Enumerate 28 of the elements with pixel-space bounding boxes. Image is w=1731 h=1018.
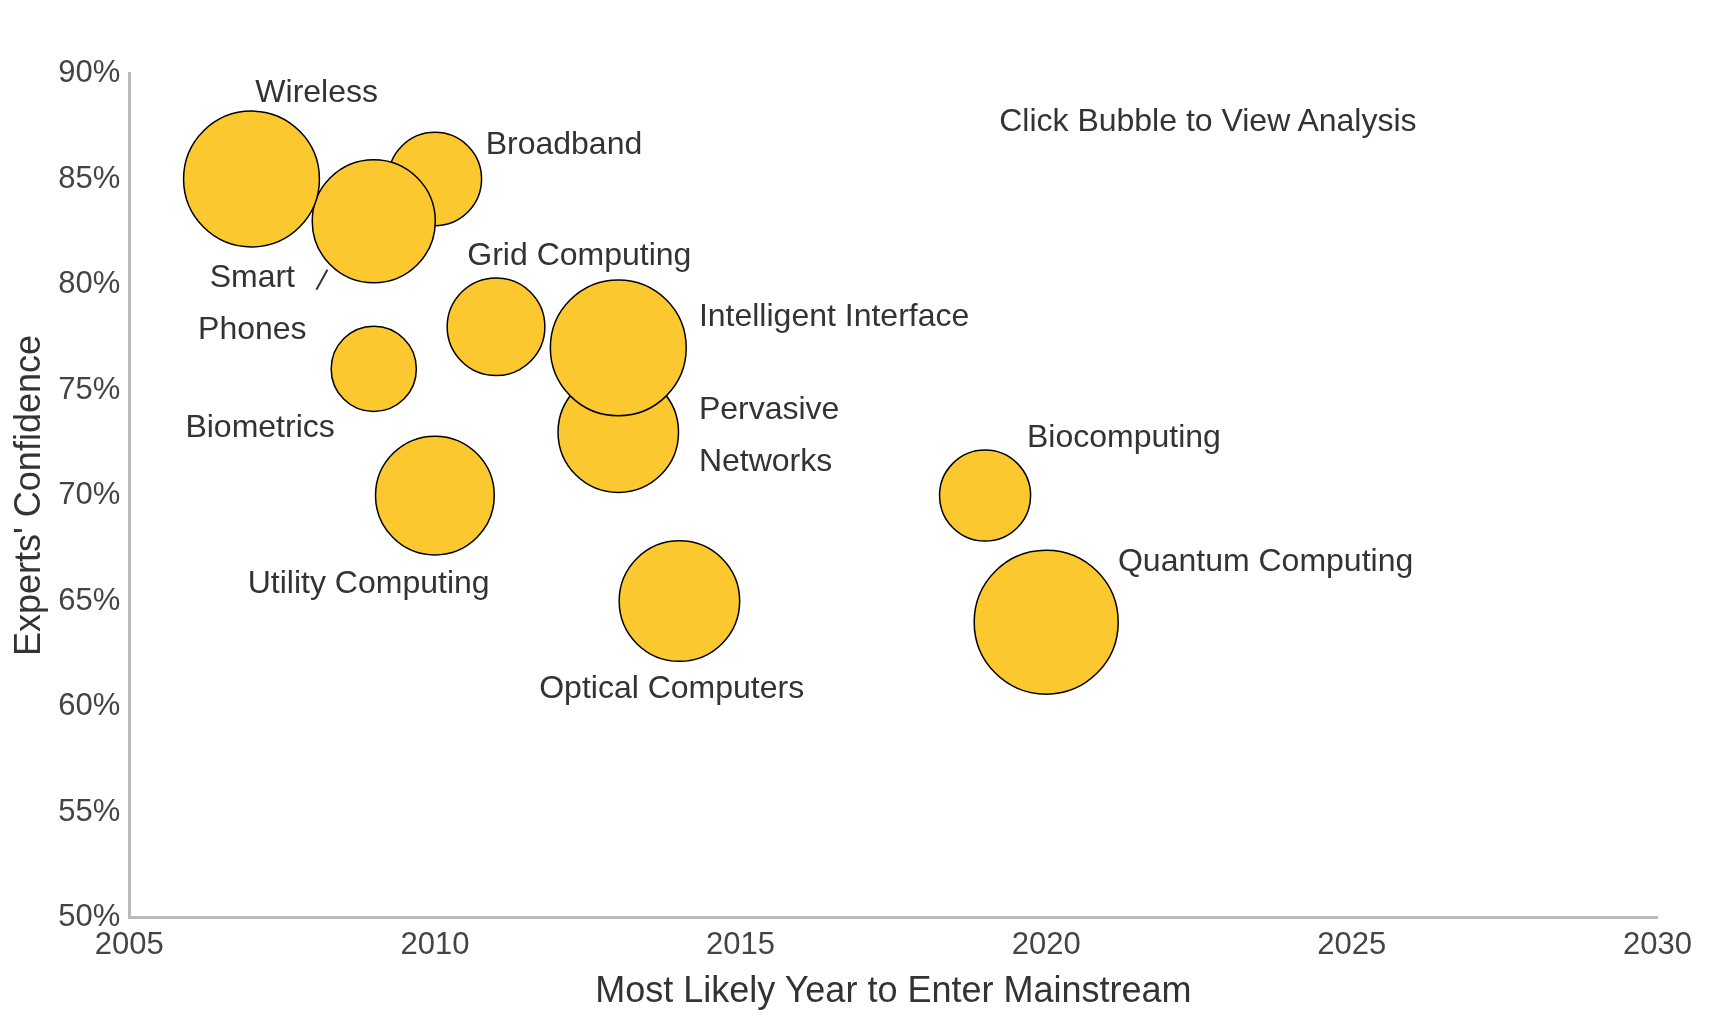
y-tick-label: 65% (58, 581, 121, 617)
annotation: Click Bubble to View Analysis (999, 101, 1417, 138)
series-label: Biometrics (185, 408, 335, 445)
series-label: Wireless (255, 72, 378, 109)
y-tick-label: 60% (58, 687, 121, 723)
series-label: Biocomputing (1027, 417, 1221, 454)
series-label: Grid Computing (467, 235, 692, 272)
y-tick-label: 70% (58, 476, 121, 512)
y-tick-label: 85% (58, 159, 121, 195)
series-label: Utility Computing (247, 563, 490, 600)
x-tick-label: 2030 (1623, 925, 1692, 961)
series-label: Smart Phones (198, 258, 307, 347)
series-label: Optical Computers (539, 669, 805, 706)
y-tick-label: 55% (58, 792, 121, 828)
y-axis-title: Experts' Confidence (6, 335, 48, 657)
x-tick-label: 2010 (400, 925, 470, 961)
y-tick-label: 80% (58, 265, 121, 301)
series-label: Quantum Computing (1117, 542, 1414, 579)
y-tick-label: 75% (58, 370, 121, 406)
x-tick-label: 2015 (706, 925, 776, 961)
series-label: Broadband (485, 124, 643, 161)
series-label: Intelligent Interface (698, 296, 970, 333)
series-label: Pervasive Networks (698, 389, 840, 478)
x-tick-label: 2025 (1317, 925, 1387, 961)
y-tick-label: 90% (58, 54, 121, 90)
x-axis-title: Most Likely Year to Enter Mainstream (595, 969, 1192, 1011)
x-tick-label: 2005 (94, 925, 164, 961)
x-tick-label: 2020 (1011, 925, 1081, 961)
